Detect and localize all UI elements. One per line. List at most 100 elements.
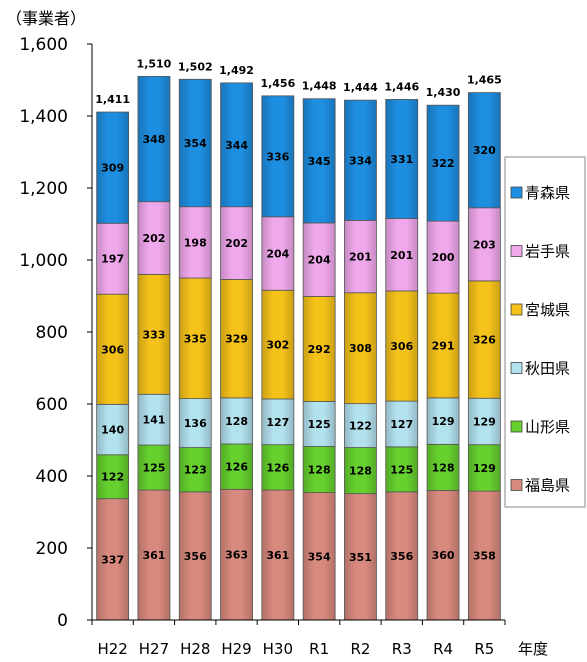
y-tick-label: 200 [36,539,68,559]
data-label: 128 [432,461,455,474]
data-label: 356 [390,550,413,563]
bar-segment [302,222,336,297]
x-tick-label: H30 [263,640,293,658]
bars: 337 122 140 306 197 309 1,411 361 125 141 333 202 34… [95,57,502,621]
bar-segment [426,104,460,222]
data-label: 354 [308,550,331,563]
bar-segment [220,82,253,208]
total-label: 1,444 [343,81,378,94]
total-label: 1,430 [426,86,461,99]
y-tick-label: 1,400 [19,107,68,127]
y-tick-label: 1,200 [19,179,68,199]
data-label: 123 [184,464,207,477]
bar-segment [96,293,130,405]
legend-swatch [510,362,523,374]
data-label: 122 [349,420,372,433]
bar-segment [220,206,253,280]
data-label: 141 [142,414,165,427]
x-tick-label: H28 [180,640,210,658]
data-label: 335 [184,332,207,345]
data-label: 128 [308,464,331,477]
legend-swatch [510,479,523,491]
bar-segment [261,95,295,218]
legend-label: 宮城県 [525,301,570,319]
bar-segment [426,489,460,621]
data-label: 126 [225,461,248,474]
bar-segment [261,216,295,291]
legend-label: 青森県 [525,184,570,202]
y-tick-label: 1,000 [19,251,68,271]
data-label: 122 [101,471,124,484]
data-label: 337 [101,553,124,566]
data-label: 125 [308,418,331,431]
data-label: 201 [349,251,372,264]
bar-segment [96,222,130,295]
bar-segment [220,443,253,490]
total-label: 1,411 [95,93,130,106]
legend-swatch [510,420,523,433]
x-tick-label: R5 [474,640,494,658]
bar-segment [178,206,212,279]
bar-segment [385,290,419,402]
total-label: 1,448 [302,80,337,93]
bar-segment [261,398,295,446]
total-label: 1,502 [178,60,213,73]
data-label: 125 [390,463,413,476]
data-label: 309 [101,162,124,175]
bar-segment [467,92,501,209]
bar-segment [344,219,377,294]
bar-segment [137,393,171,446]
data-label: 125 [142,462,165,475]
bar-segment [344,403,377,448]
data-label: 361 [266,549,289,562]
bar-segment [302,492,336,621]
data-label: 129 [432,415,455,428]
x-axis: H22 H27 H28 H29 H30 R1 R2 R3 R4 R5 [91,619,506,658]
bar-segment [344,99,377,221]
bar-segment [344,292,377,405]
x-axis-label: 年度 [518,640,548,658]
data-label: 302 [266,339,289,352]
bar-segment [178,78,212,208]
total-label: 1,446 [384,80,419,93]
legend-label: 福島県 [525,477,570,495]
bar-segment [302,295,336,402]
bar-segment [302,446,336,493]
bar-segment [96,403,130,456]
bar-segment [137,201,171,275]
data-label: 127 [266,416,289,429]
data-label: 126 [266,461,289,474]
data-label: 361 [142,549,165,562]
legend-label: 岩手県 [525,243,570,261]
legend-swatch [510,303,523,316]
data-label: 201 [390,249,413,262]
data-label: 344 [225,139,248,152]
data-label: 127 [390,418,413,431]
bar-segment [137,76,171,203]
bar-segment [261,489,295,621]
x-tick-label: H27 [139,640,169,658]
x-tick-label: R2 [350,640,370,658]
y-tick-label: 600 [36,395,68,415]
legend-box [504,156,586,508]
bar-segment [137,273,171,395]
bar-segment [220,279,253,399]
data-label: 140 [101,424,124,437]
bar-segment [137,444,171,491]
bar-segment [426,443,460,491]
data-label: 128 [349,465,372,478]
data-label: 197 [101,253,124,266]
x-tick-label: R4 [433,640,453,658]
bar-segment [178,277,212,399]
data-label: 360 [432,549,455,562]
data-label: 348 [142,133,165,146]
data-label: 356 [184,550,207,563]
data-label: 308 [349,342,372,355]
data-label: 358 [473,550,496,563]
total-label: 1,465 [467,74,502,87]
legend-swatch [510,245,523,257]
data-label: 345 [308,155,331,168]
bar-segment [261,289,295,400]
